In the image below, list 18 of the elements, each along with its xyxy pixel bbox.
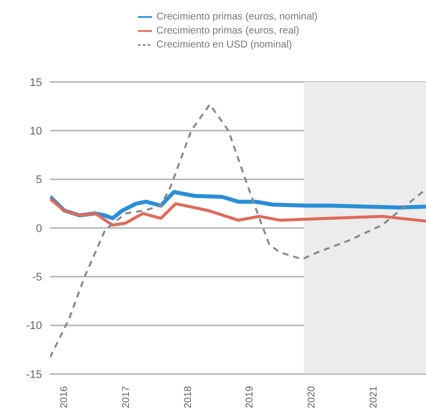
legend-label: Crecimiento primas (euros, real)	[156, 26, 300, 37]
line-series	[50, 103, 426, 358]
x-tick-label: 2019	[244, 386, 256, 408]
y-tick-label: 0	[36, 222, 42, 235]
x-tick-label: 2017	[120, 386, 132, 408]
line-series	[50, 197, 426, 227]
x-tick-label: 2016	[58, 386, 70, 408]
x-tick-label: 2018	[182, 386, 194, 408]
y-tick-label: -10	[26, 320, 42, 332]
y-tick-label: 5	[36, 174, 42, 186]
x-tick-label: 2021	[368, 386, 380, 408]
y-tick-label: -5	[32, 272, 42, 284]
y-tick-label: 10	[30, 126, 42, 138]
y-tick-label: -15	[26, 368, 42, 381]
legend-label: Crecimiento en USD (nominal)	[156, 40, 292, 51]
y-tick-label: 15	[30, 76, 42, 89]
x-tick-label: 2020	[306, 386, 318, 408]
legend-label: Crecimiento primas (euros, nominal)	[156, 12, 318, 23]
